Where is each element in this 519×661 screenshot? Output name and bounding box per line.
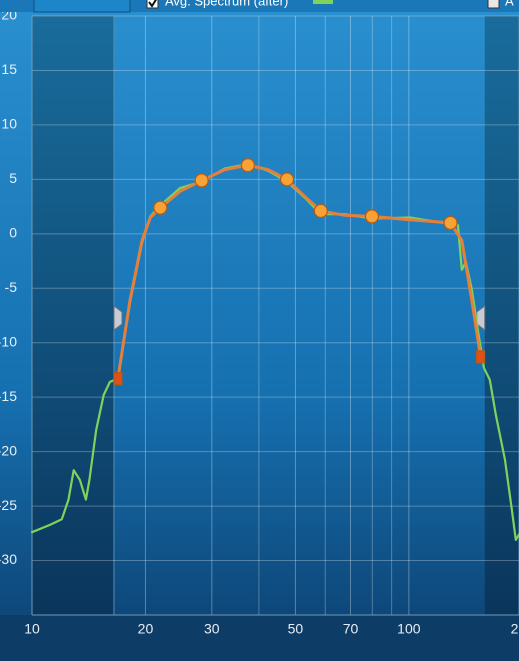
x-axis-strip bbox=[0, 615, 519, 661]
plot-area: 20151050-5-10-15-20-25-30102030507010020… bbox=[0, 7, 519, 637]
checkbox-label: Avg. Spectrum (after) bbox=[165, 0, 288, 8]
y-tick-label: -5 bbox=[5, 279, 18, 295]
eq-node[interactable] bbox=[364, 209, 380, 224]
y-tick-label: -10 bbox=[0, 333, 17, 349]
y-tick-label: 0 bbox=[9, 225, 17, 241]
cut-region bbox=[32, 16, 114, 615]
y-tick-label: -25 bbox=[0, 497, 17, 513]
x-tick-label: 30 bbox=[204, 621, 220, 637]
checkbox[interactable] bbox=[487, 0, 500, 9]
legend-swatch bbox=[313, 0, 333, 4]
y-tick-label: -15 bbox=[0, 388, 17, 404]
eq-node[interactable] bbox=[194, 173, 209, 188]
x-tick-label: 200 bbox=[511, 621, 519, 637]
y-tick-label: 15 bbox=[1, 61, 17, 77]
input-box[interactable] bbox=[33, 0, 131, 13]
x-tick-label: 70 bbox=[343, 621, 359, 637]
x-tick-label: 100 bbox=[397, 621, 421, 637]
y-tick-label: 5 bbox=[9, 170, 17, 186]
check-mark bbox=[148, 0, 157, 8]
checkbox-label: A bbox=[505, 0, 514, 8]
eq-node[interactable] bbox=[475, 350, 486, 364]
x-tick-label: 20 bbox=[138, 621, 154, 637]
x-tick-label: 10 bbox=[24, 621, 40, 637]
x-tick-label: 50 bbox=[288, 621, 304, 637]
eq-node[interactable] bbox=[153, 200, 168, 215]
y-tick-label: -20 bbox=[0, 442, 17, 458]
y-tick-label: -30 bbox=[0, 551, 17, 567]
eq-node[interactable] bbox=[313, 203, 328, 219]
eq-node[interactable] bbox=[443, 215, 458, 231]
y-tick-label: 10 bbox=[1, 116, 17, 132]
eq-node[interactable] bbox=[240, 158, 255, 173]
eq-node[interactable] bbox=[113, 372, 123, 386]
cut-handle[interactable] bbox=[113, 305, 123, 331]
eq-node[interactable] bbox=[279, 172, 295, 187]
